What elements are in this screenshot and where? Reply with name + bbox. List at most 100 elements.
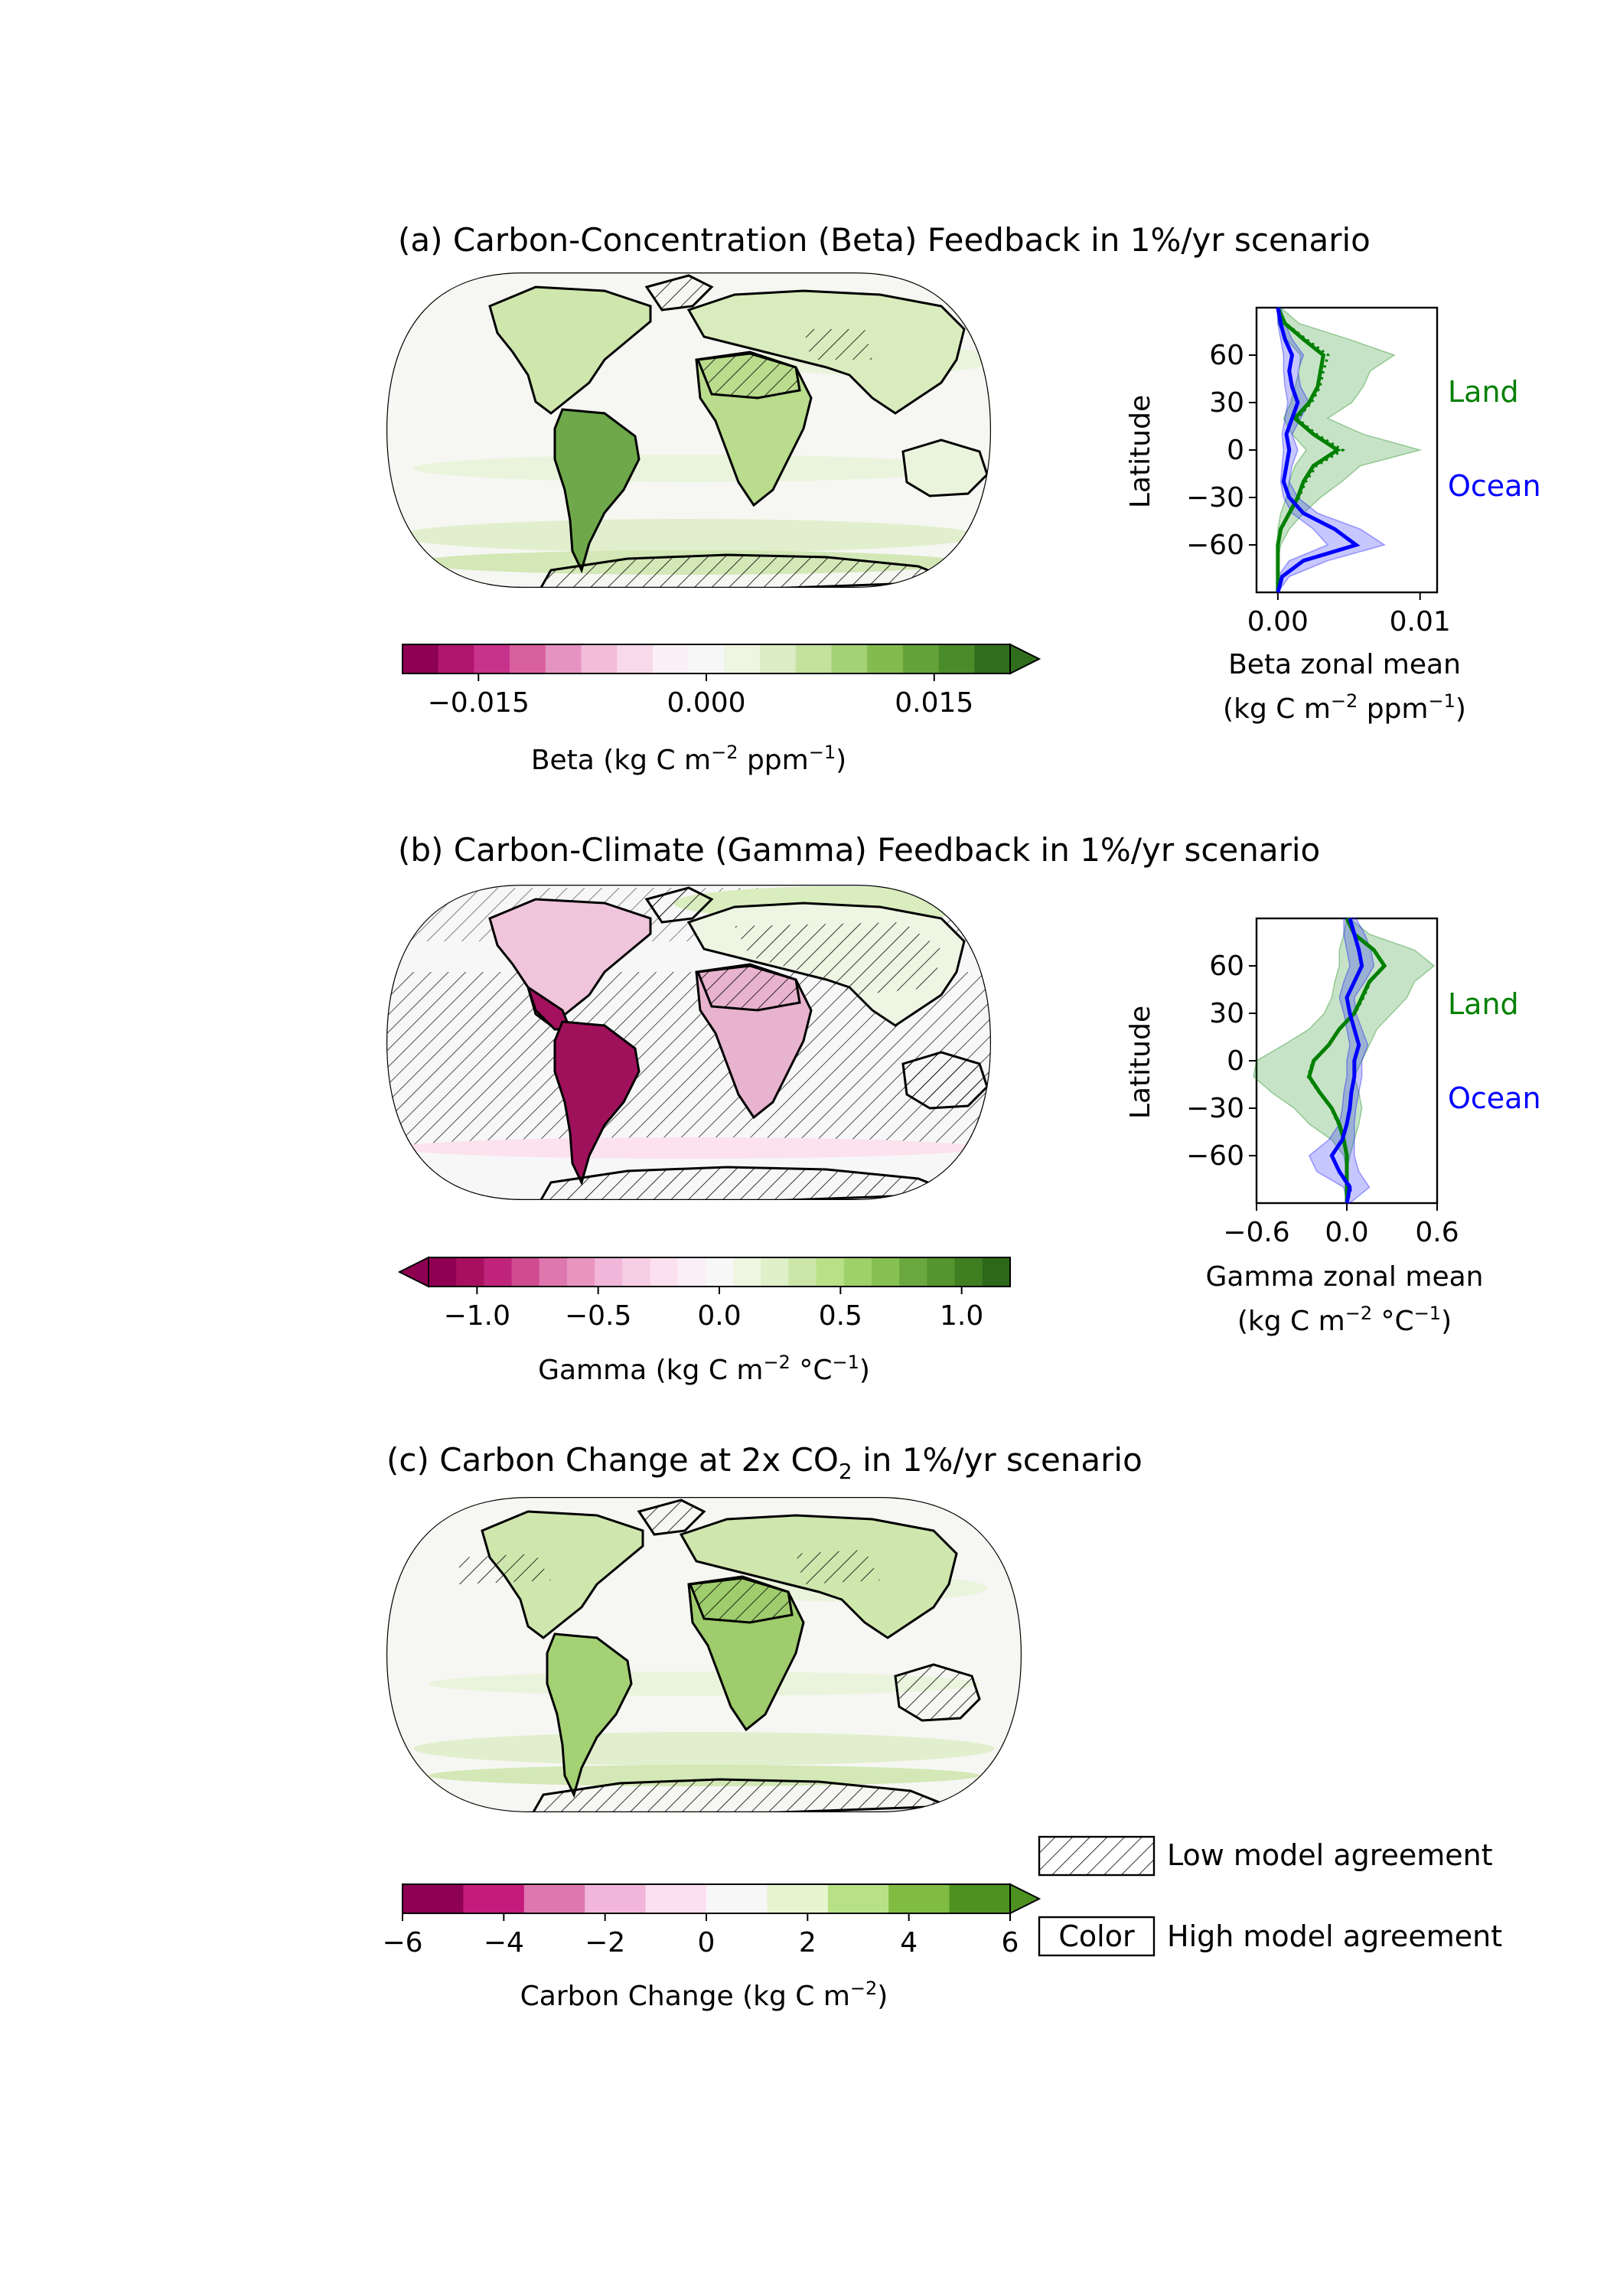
australia	[901, 439, 989, 497]
zonal-b-xlabel: Gamma zonal mean	[1206, 1261, 1484, 1293]
colorbar-tick-label: 0.000	[667, 687, 745, 719]
panel-a-title: (a) Carbon-Concentration (Beta) Feedback…	[398, 221, 1371, 259]
colorbar-swatch	[733, 1257, 761, 1287]
panel-a: (a) Carbon-Concentration (Beta) Feedback…	[386, 221, 1541, 776]
colorbar-swatch	[429, 1257, 457, 1287]
colorbar-a-label: Beta (kg C m−2 ppm−1)	[531, 742, 846, 776]
zonal-ytick-label: 30	[1209, 387, 1244, 419]
greenland	[637, 1499, 706, 1536]
map-b-south-band	[398, 1137, 980, 1159]
colorbar-swatch	[403, 1884, 464, 1913]
colorbar-tick-label: −0.015	[428, 687, 530, 719]
colorbar-swatch	[706, 1884, 768, 1913]
asia-hatch	[796, 1550, 880, 1584]
sahara-hatch	[696, 964, 801, 1012]
colorbar-a: −0.015 0.000 0.015 Beta (kg C m−2 ppm−1)	[402, 643, 1041, 776]
zonal-a-ylabel: Latitude	[1125, 395, 1156, 508]
map-a	[386, 272, 991, 588]
antarctica	[533, 553, 957, 588]
colorbar-swatch	[474, 644, 510, 673]
colorbar-swatch	[650, 1257, 679, 1287]
zonal-b-unit: (kg C m−2 °C−1)	[1237, 1303, 1452, 1337]
colorbar-tick-label: 0.0	[697, 1300, 741, 1332]
colorbar-swatch	[827, 1884, 889, 1913]
zonal-b-legend-ocean: Ocean	[1448, 1081, 1541, 1115]
zonal-xtick-label: 0.6	[1415, 1217, 1459, 1248]
colorbar-tick-label: 0.015	[895, 687, 973, 719]
colorbar-swatch	[724, 644, 761, 673]
colorbar-b-ticks: −1.0 −0.5 0.0 0.5 1.0	[444, 1287, 983, 1332]
asia-hatch	[735, 922, 941, 995]
colorbar-b-label: Gamma (kg C m−2 °C−1)	[538, 1352, 870, 1386]
colorbar-swatch	[652, 644, 689, 673]
sahara-hatch	[688, 1577, 794, 1624]
colorbar-a-swatches	[402, 643, 1041, 675]
zonal-a-legend-ocean: Ocean	[1448, 469, 1541, 503]
colorbar-extend-arrow	[1009, 643, 1041, 675]
colorbar-tick-label: −6	[382, 1927, 422, 1958]
zonal-b-legend-land: Land	[1448, 987, 1519, 1021]
colorbar-swatch	[949, 1884, 1011, 1913]
colorbar-swatch	[902, 644, 940, 673]
colorbar-b: −1.0 −0.5 0.0 0.5 1.0 Gamma (kg C m−2 °C−1)	[397, 1256, 1011, 1386]
panel-c-title: (c) Carbon Change at 2x CO2 in 1%/yr sce…	[386, 1441, 1143, 1484]
zonal-ytick-label: −30	[1186, 1093, 1244, 1124]
colorbar-swatch	[403, 644, 439, 673]
zonal-ytick-label: 60	[1209, 340, 1244, 371]
zonal-band-ocean	[1308, 918, 1375, 1204]
colorbar-c-ticks: −6 −4 −2 0 2 4 6	[382, 1913, 1019, 1958]
colorbar-swatch	[511, 1257, 540, 1287]
zonal-a-unit: (kg C m−2 ppm−1)	[1223, 690, 1466, 725]
antarctica	[526, 1778, 950, 1812]
australia	[901, 1051, 989, 1110]
colorbar-extend-arrow	[397, 1256, 429, 1288]
colorbar-swatch	[622, 1257, 651, 1287]
colorbar-tick-label: 6	[1002, 1927, 1019, 1958]
colorbar-swatch	[761, 1257, 789, 1287]
south-america	[546, 1632, 633, 1799]
panel-c: (c) Carbon Change at 2x CO2 in 1%/yr sce…	[382, 1441, 1502, 2012]
colorbar-tick-label: 1.0	[940, 1300, 983, 1332]
colorbar-swatch	[617, 644, 654, 673]
colorbar-swatch	[688, 644, 725, 673]
colorbar-tick-label: −4	[484, 1927, 524, 1958]
zonal-b: 60 30 0 −30 −60 −0.6 0.0 0.6 Latitude Gamma zon…	[1125, 917, 1541, 1337]
south-america	[553, 408, 641, 574]
zonal-b-axes: 60 30 0 −30 −60 −0.6 0.0 0.6	[1186, 951, 1459, 1248]
zonal-ytick-label: −60	[1186, 530, 1244, 561]
colorbar-c-swatches	[402, 1883, 1041, 1915]
colorbar-swatch	[831, 644, 868, 673]
map-a-frame	[386, 272, 991, 588]
colorbar-extend-arrow	[1009, 1883, 1041, 1915]
north-america	[481, 1510, 644, 1639]
colorbar-c: −6 −4 −2 0 2 4 6 Carbon Change (kg C m−2)	[382, 1883, 1041, 2012]
zonal-a-plot	[1276, 306, 1423, 595]
zonal-ytick-label: −60	[1186, 1140, 1244, 1172]
colorbar-swatch	[954, 1257, 983, 1287]
colorbar-swatch	[888, 1884, 950, 1913]
map-c-frame	[386, 1497, 1022, 1812]
zonal-xtick-label: −0.6	[1223, 1217, 1289, 1248]
zonal-a-legend-land: Land	[1448, 375, 1519, 409]
map-a-continents	[488, 274, 989, 588]
colorbar-swatch	[816, 1257, 845, 1287]
colorbar-tick-label: 0	[698, 1927, 715, 1958]
map-c-continents	[459, 1499, 981, 1812]
colorbar-swatch	[974, 644, 1011, 673]
zonal-b-plot	[1253, 917, 1436, 1204]
zonal-line-ocean	[1276, 307, 1361, 593]
colorbar-swatch	[677, 1257, 706, 1287]
panel-b: (b) Carbon-Climate (Gamma) Feedback in 1…	[386, 831, 1541, 1386]
map-c	[386, 1497, 1022, 1812]
legend-color-swatch	[1038, 1916, 1156, 1957]
zonal-line-ocean	[1329, 918, 1364, 1204]
colorbar-swatch	[484, 1257, 513, 1287]
colorbar-swatch	[843, 1257, 872, 1287]
colorbar-swatch	[523, 1884, 585, 1913]
colorbar-swatch	[456, 1257, 484, 1287]
colorbar-swatch	[795, 644, 832, 673]
colorbar-tick-label: 0.5	[819, 1300, 862, 1332]
australia	[894, 1663, 981, 1722]
colorbar-swatch	[872, 1257, 900, 1287]
